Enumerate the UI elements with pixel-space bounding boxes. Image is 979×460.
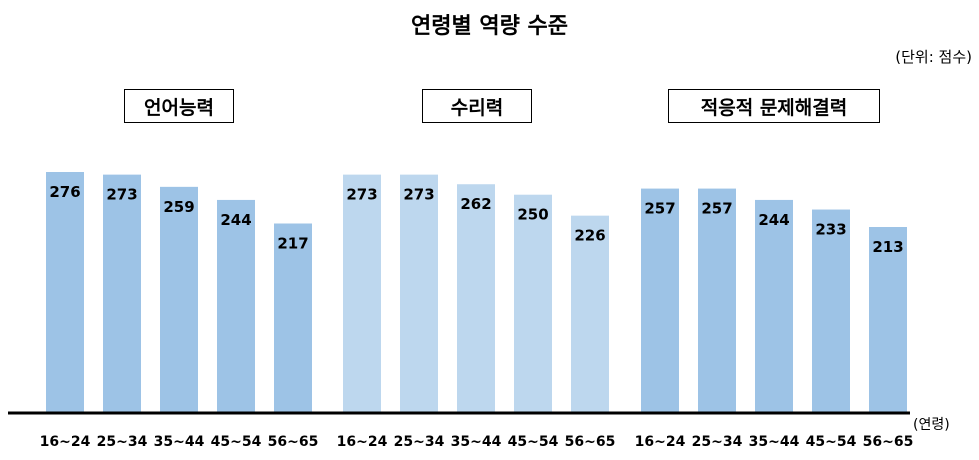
x-tick-label-2-2: 35~44 — [749, 434, 800, 450]
x-tick-label-2-3: 45~54 — [806, 434, 857, 450]
bar-1-0 — [343, 174, 381, 412]
group-label-numeracy: 수리력 — [422, 89, 532, 123]
unit-label: (단위: 점수) — [895, 48, 972, 66]
bar-0-0 — [46, 172, 84, 412]
bar-1-3 — [514, 194, 552, 412]
data-label-2-4: 213 — [872, 238, 903, 256]
x-tick-label-1-1: 25~34 — [394, 434, 445, 450]
bar-0-4 — [274, 223, 312, 412]
data-label-0-3: 244 — [220, 211, 251, 229]
bar-2-0 — [641, 188, 679, 412]
group-label-problem-solving: 적응적 문제해결력 — [668, 89, 880, 123]
data-label-1-4: 226 — [574, 227, 605, 245]
data-label-1-0: 273 — [346, 186, 377, 204]
group-label-language: 언어능력 — [124, 89, 234, 123]
x-axis-unit: (연령) — [913, 417, 950, 433]
bar-1-2 — [457, 184, 495, 412]
data-label-0-2: 259 — [163, 198, 194, 216]
x-tick-label-0-1: 25~34 — [97, 434, 148, 450]
x-tick-label-0-0: 16~24 — [40, 434, 91, 450]
bar-0-1 — [103, 174, 141, 412]
data-label-2-2: 244 — [758, 211, 789, 229]
x-tick-label-0-3: 45~54 — [211, 434, 262, 450]
data-label-0-4: 217 — [277, 235, 308, 253]
chart-title: 연령별 역량 수준 — [411, 14, 568, 39]
bar-1-4 — [571, 215, 609, 412]
x-tick-label-0-2: 35~44 — [154, 434, 205, 450]
x-tick-label-2-1: 25~34 — [692, 434, 743, 450]
data-label-1-2: 262 — [460, 195, 491, 213]
data-label-1-1: 273 — [403, 186, 434, 204]
x-tick-label-2-0: 16~24 — [635, 434, 686, 450]
x-tick-label-0-4: 56~65 — [268, 434, 319, 450]
data-label-2-1: 257 — [701, 200, 732, 218]
bar-2-2 — [755, 199, 793, 412]
data-label-2-3: 233 — [815, 221, 846, 239]
bar-2-4 — [869, 227, 907, 412]
x-tick-label-1-4: 56~65 — [565, 434, 616, 450]
data-label-0-0: 276 — [49, 183, 80, 201]
bar-0-2 — [160, 186, 198, 412]
data-label-1-3: 250 — [517, 206, 548, 224]
data-label-0-1: 273 — [106, 186, 137, 204]
x-tick-label-1-2: 35~44 — [451, 434, 502, 450]
data-label-2-0: 257 — [644, 200, 675, 218]
bar-1-1 — [400, 174, 438, 412]
x-tick-label-2-4: 56~65 — [863, 434, 914, 450]
bar-2-3 — [812, 209, 850, 412]
x-tick-label-1-0: 16~24 — [337, 434, 388, 450]
x-tick-label-1-3: 45~54 — [508, 434, 559, 450]
bar-2-1 — [698, 188, 736, 412]
bar-0-3 — [217, 199, 255, 412]
